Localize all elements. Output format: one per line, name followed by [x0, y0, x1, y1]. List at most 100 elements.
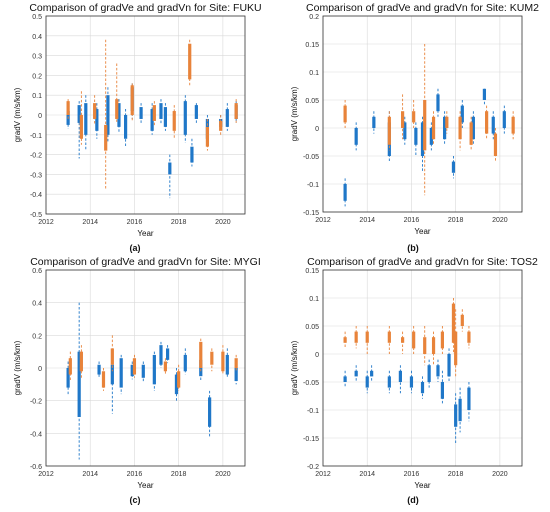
plot-area — [323, 270, 522, 466]
chart-panel: -0.2 -0.15 -0.1 -0.05 0 0.05 0.1 0.15 2012 2014 20… — [290, 256, 538, 505]
y-tick-label: -0.4 — [30, 431, 42, 438]
gradVn-box — [205, 126, 210, 147]
gradVn-box — [343, 337, 347, 343]
gradVe-box — [77, 105, 81, 123]
y-tick-label: 0 — [315, 352, 319, 359]
y-tick-label: -0.2 — [307, 464, 319, 471]
gradVn-box — [93, 103, 97, 119]
y-tick-label: 0.5 — [32, 14, 42, 21]
gradVn-box — [68, 358, 72, 375]
axes-frame — [45, 15, 246, 215]
x-tick-label: 2012 — [315, 217, 331, 224]
gradVe-box — [159, 345, 163, 365]
y-tick-label: 0.6 — [32, 268, 42, 275]
gradVe-box — [66, 368, 70, 388]
y-tick-label: 0.05 — [305, 98, 319, 105]
x-tick-label: 2020 — [215, 219, 231, 226]
gradVe-box — [95, 109, 99, 131]
gradVe-box — [152, 354, 156, 385]
x-tick-label: 2018 — [448, 217, 464, 224]
y-axis-label: gradV (m/s/km) — [13, 340, 22, 395]
gradVe-box — [183, 354, 187, 372]
axes-frame — [322, 269, 523, 467]
y-tick-label: 0.2 — [32, 333, 42, 340]
y-tick-label: -0.6 — [30, 464, 42, 471]
gradVe-box — [414, 128, 418, 145]
x-tick-label: 2018 — [171, 471, 187, 478]
chart-title: Comparison of gradVe and gradVn for Site… — [30, 256, 261, 268]
gradVe-box — [159, 103, 163, 119]
y-tick-label: -0.05 — [303, 154, 319, 161]
gradVe-box — [139, 107, 143, 119]
x-tick-label: 2014 — [82, 219, 98, 226]
gradVe-box — [225, 109, 229, 127]
panel-label: (c) — [130, 495, 141, 505]
gradVn-box — [469, 122, 473, 145]
gradVe-box — [343, 376, 347, 382]
gradVn-box — [79, 351, 83, 372]
gradVn-box — [401, 111, 405, 128]
y-tick-label: 0.1 — [309, 70, 319, 77]
y-tick-label: -0.15 — [303, 436, 319, 443]
x-tick-label: 2016 — [127, 471, 143, 478]
y-tick-label: -0.4 — [30, 192, 42, 199]
panel-label: (a) — [130, 243, 141, 253]
gradVn-box — [188, 43, 192, 80]
gradVe-box — [150, 109, 154, 131]
gradVe-box — [194, 105, 198, 119]
gradVe-box — [117, 103, 121, 127]
y-tick-label: -0.2 — [30, 153, 42, 160]
gradVe-box — [460, 105, 464, 123]
gradVn-box — [454, 331, 458, 366]
gradVn-box — [445, 116, 449, 128]
gradVn-box — [467, 331, 471, 343]
gradVn-box — [115, 99, 119, 119]
gradVn-box — [163, 361, 167, 372]
gradVe-box — [77, 351, 81, 417]
y-tick-label: 0.3 — [32, 54, 42, 61]
x-tick-label: 2012 — [315, 471, 331, 478]
axes-frame — [45, 269, 246, 467]
gradVe-box — [420, 122, 425, 156]
gradVe-box — [491, 116, 495, 134]
axes-frame — [322, 15, 523, 213]
x-tick-label: 2016 — [127, 219, 143, 226]
gradVe-box — [190, 146, 194, 163]
gradVe-box — [183, 101, 187, 135]
gradVe-box — [208, 397, 212, 427]
gradVe-box — [124, 115, 128, 139]
gradVe-box — [174, 374, 179, 395]
x-tick-label: 2016 — [404, 217, 420, 224]
gradVn-box — [451, 303, 456, 343]
series-gradVn — [66, 39, 238, 191]
gradVe-box — [97, 364, 101, 375]
gradVn-box — [343, 105, 347, 123]
panel-label: (b) — [407, 243, 419, 253]
gradVn-box — [485, 111, 489, 134]
y-tick-label: -0.5 — [30, 212, 42, 219]
gradVe-box — [398, 370, 402, 382]
gradVe-box — [403, 122, 407, 140]
gradVn-box — [401, 337, 405, 343]
gradVn-box — [110, 348, 114, 365]
gradVn-box — [440, 331, 444, 349]
gradVn-box — [234, 103, 238, 119]
y-tick-label: 0.05 — [305, 324, 319, 331]
gradVe-box — [225, 354, 229, 375]
series-gradVn — [343, 298, 471, 377]
gradVe-box — [343, 184, 347, 201]
series-gradVn — [68, 335, 238, 391]
gradVe-box — [365, 376, 369, 388]
y-tick-label: 0.1 — [32, 93, 42, 100]
gradVn-box — [511, 116, 515, 134]
panel-label: (d) — [407, 495, 419, 505]
chart-title: Comparison of gradVe and gradVn for Site… — [307, 256, 538, 268]
gradVn-box — [219, 120, 223, 131]
x-axis-label: Year — [137, 229, 154, 238]
y-tick-label: -0.1 — [307, 408, 319, 415]
gradVe-box — [141, 364, 145, 378]
x-axis-label: Year — [137, 481, 154, 490]
chart-panel: -0.6 -0.4 -0.2 0 0.2 0.4 0.6 2012 2014 2016 2018 20… — [13, 256, 261, 505]
gradVe-box — [427, 365, 431, 382]
